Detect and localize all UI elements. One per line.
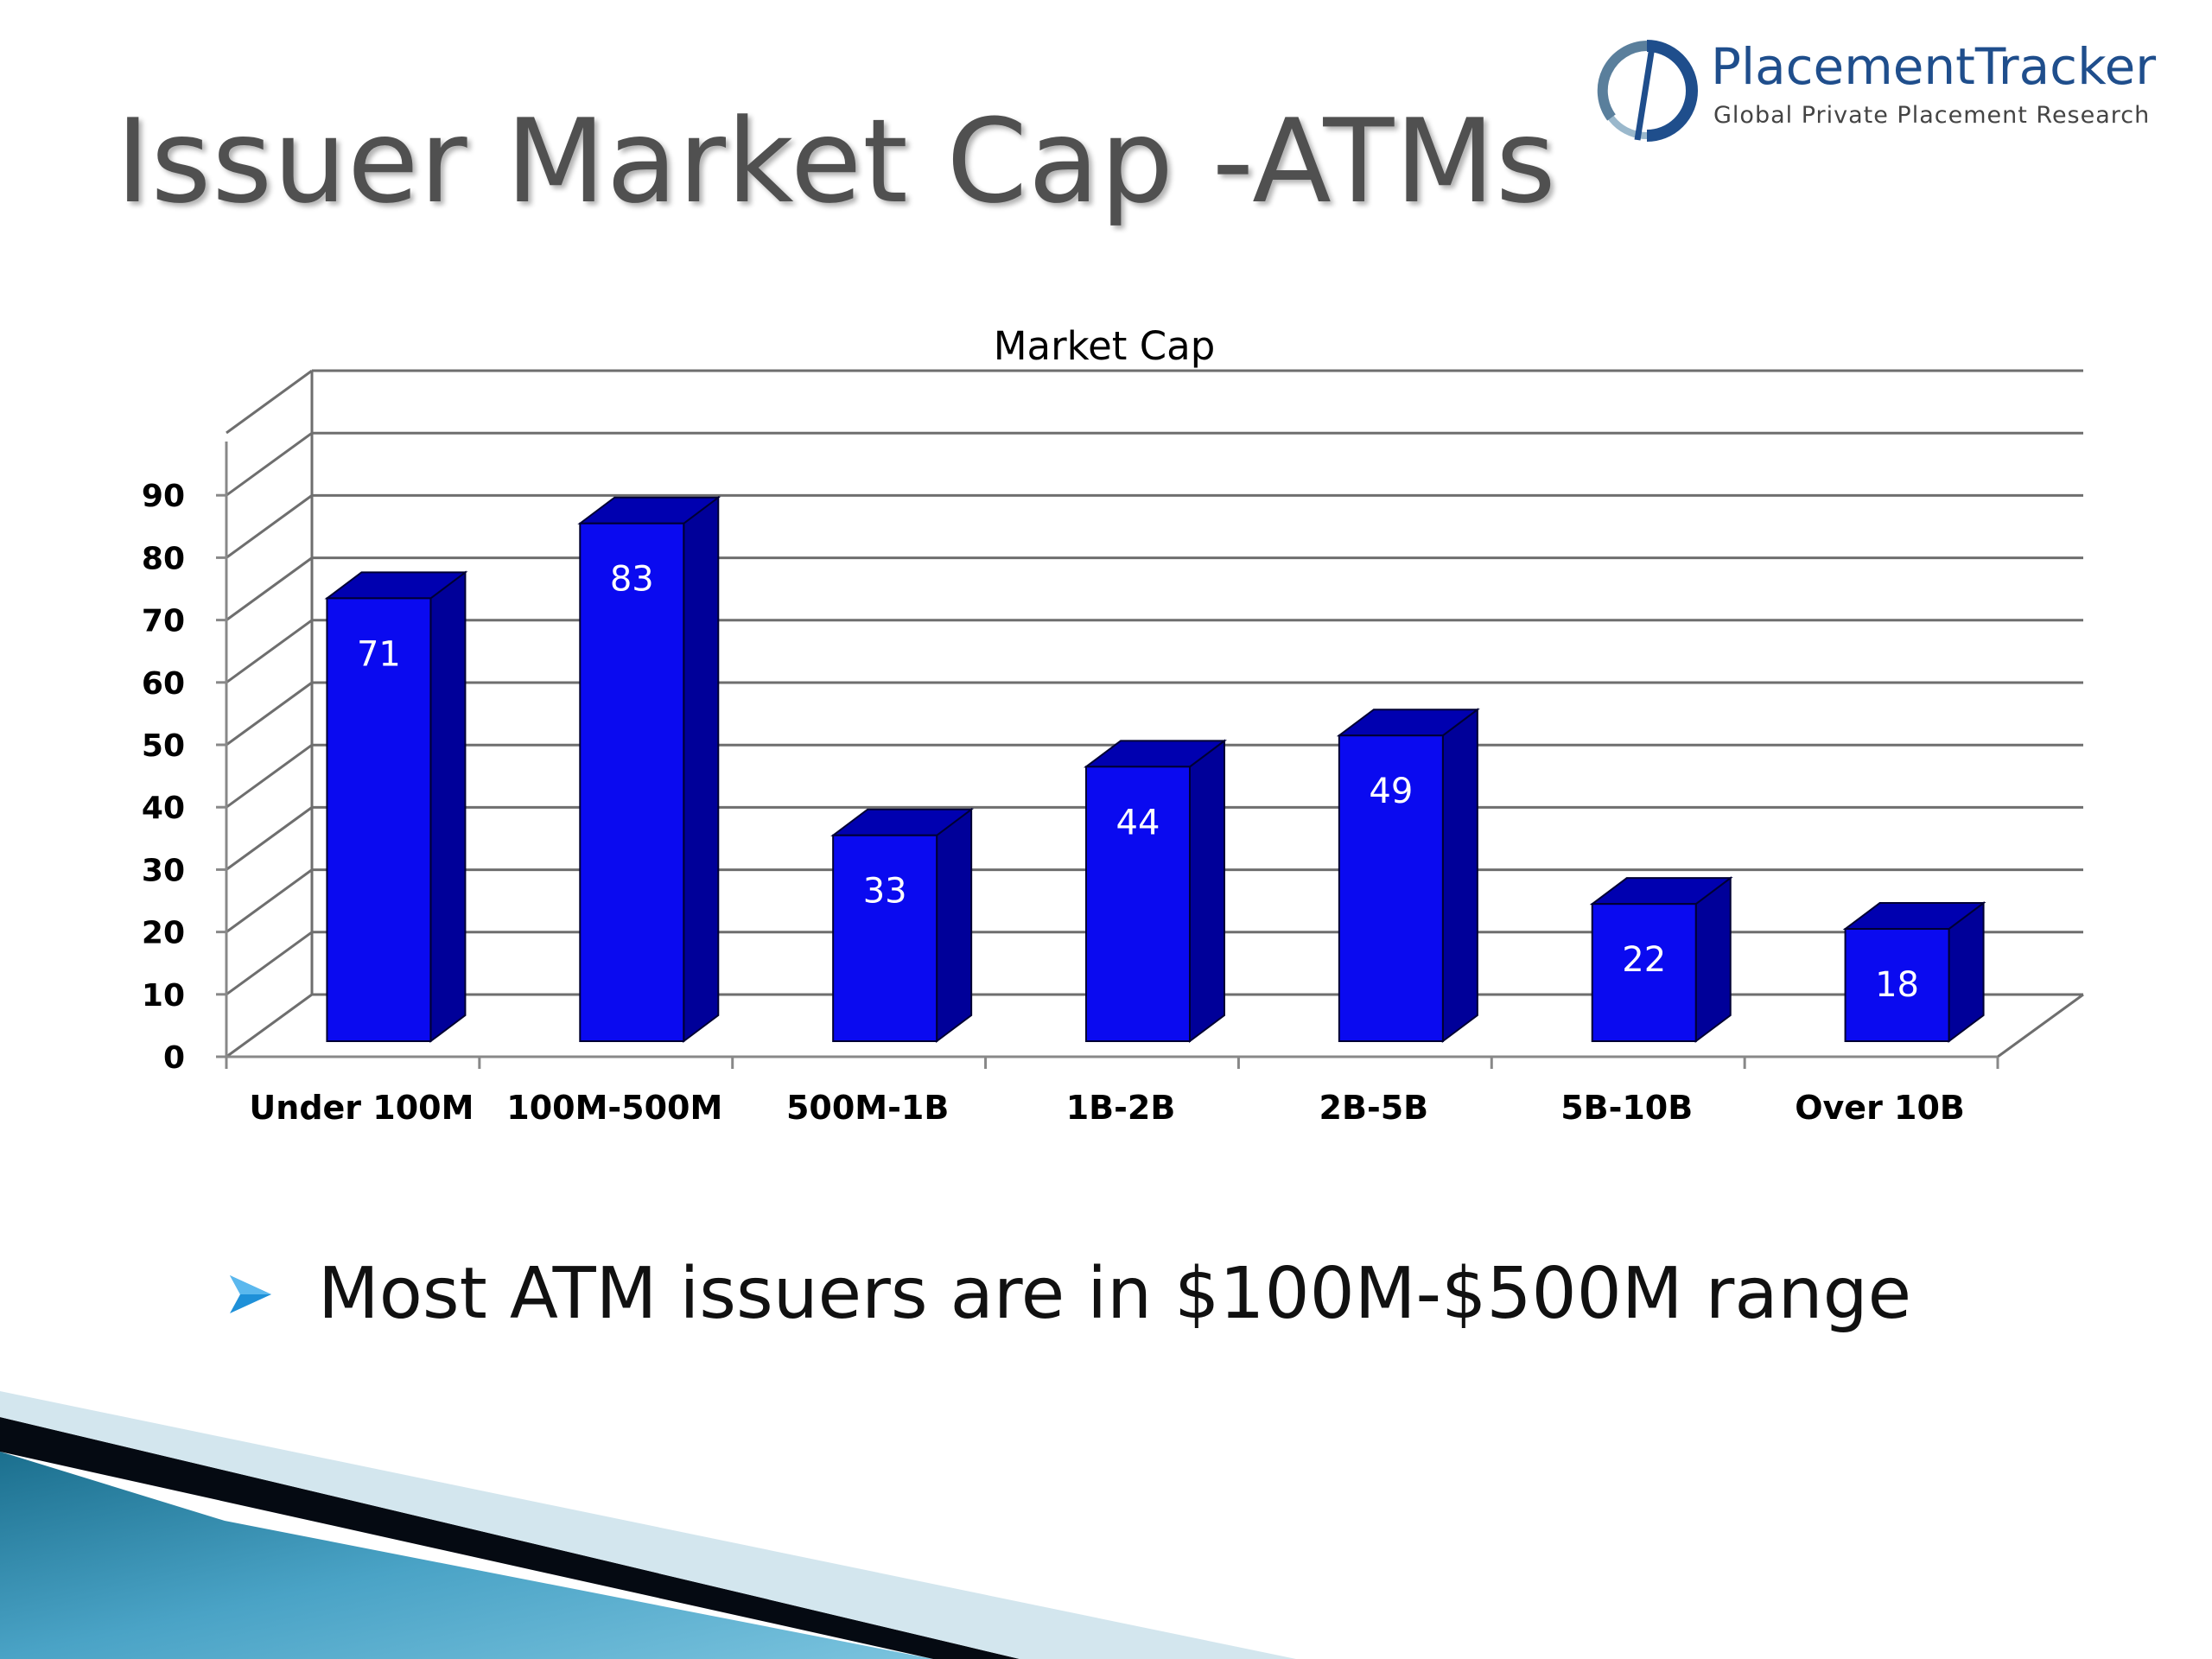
bar-side-face	[1441, 708, 1478, 1043]
arrowhead-bullet-icon	[230, 1275, 271, 1313]
bar-data-label: 44	[1116, 803, 1160, 842]
bar-side-face	[429, 570, 467, 1043]
bullet-text: Most ATM issuers are in $100M-$500M rang…	[318, 1253, 1912, 1335]
bar-front-face	[1085, 766, 1191, 1042]
y-axis-tick-label: 20	[142, 916, 185, 951]
gridline-left-wall	[226, 369, 313, 435]
bar-side-face	[936, 807, 973, 1043]
bar-side-face	[1189, 739, 1225, 1043]
x-axis-tick-label: 100M-500M	[506, 1089, 722, 1127]
bar-front-face	[1338, 734, 1444, 1042]
gridline-left-wall	[226, 681, 313, 747]
bar-side-face	[1694, 876, 1732, 1043]
y-axis-tick-label: 50	[142, 728, 185, 764]
bar-front-face	[1844, 928, 1950, 1043]
company-logo: PlacementTracker Global Private Placemen…	[1594, 35, 2190, 147]
gridline-left-wall	[226, 806, 313, 871]
y-axis-tick-label: 70	[142, 604, 185, 639]
y-axis-tick-label: 40	[142, 791, 185, 826]
placementtracker-logo-icon	[1597, 40, 1698, 142]
y-axis-tick-labels: 0 10 20 30 40 50 60 70 80 90	[142, 479, 185, 1076]
y-axis-tick-label: 30	[142, 853, 185, 888]
chart-axes	[216, 442, 1999, 1069]
chart-title: Market Cap	[994, 323, 1216, 369]
bar-front-face	[1591, 903, 1697, 1043]
bar-data-label: 33	[863, 872, 907, 912]
gridline-left-wall	[226, 619, 313, 684]
bar: 44	[1084, 739, 1227, 1043]
bar-data-label: 22	[1622, 940, 1666, 980]
x-axis-tick-label: Over 10B	[1795, 1089, 1965, 1127]
bar: 71	[324, 570, 468, 1043]
logo-name: PlacementTracker	[1711, 37, 2157, 96]
decorative-footer-swoosh	[0, 1391, 1296, 1659]
x-axis-tick-label: 2B-5B	[1319, 1089, 1429, 1127]
bar-side-face	[683, 495, 720, 1043]
x-axis-tick-label: Under 100M	[249, 1089, 474, 1127]
bar-data-label: 71	[357, 634, 401, 674]
x-axis-tick-label: 5B-10B	[1560, 1089, 1693, 1127]
bar-front-face	[326, 597, 432, 1042]
gridline-left-wall	[226, 993, 313, 1058]
logo-tagline: Global Private Placement Research	[1713, 102, 2151, 129]
bar: 22	[1589, 876, 1733, 1043]
bar: 18	[1842, 901, 1986, 1043]
y-axis-tick-label: 10	[142, 978, 185, 1014]
y-axis-tick-label: 60	[142, 666, 185, 702]
gridline-left-wall	[226, 931, 313, 996]
gridline-left-wall	[226, 556, 313, 621]
bar-data-label: 83	[610, 560, 654, 600]
x-axis-tick-label: 1B-2B	[1066, 1089, 1176, 1127]
bar: 83	[577, 495, 721, 1043]
y-axis-tick-label: 80	[142, 541, 185, 576]
bar-data-label: 49	[1369, 772, 1413, 811]
bullet-item: Most ATM issuers are in $100M-$500M rang…	[226, 1251, 2127, 1338]
y-axis-tick-label: 90	[142, 479, 185, 514]
floor-edge	[1997, 993, 2084, 1058]
x-axis-tick-label: 500M-1B	[786, 1089, 949, 1127]
bar-front-face	[832, 834, 938, 1042]
gridline-left-wall	[226, 431, 313, 497]
x-axis-tick-labels: Under 100M 100M-500M 500M-1B 1B-2B 2B-5B 5B-1…	[249, 1089, 1964, 1127]
gridline-left-wall	[226, 868, 313, 933]
y-axis-tick-label: 0	[163, 1040, 185, 1076]
bar-front-face	[579, 522, 685, 1042]
slide-title: Issuer Market Cap -ATMs	[116, 94, 1557, 229]
bar-data-label: 18	[1875, 965, 1919, 1005]
gridline-left-wall	[226, 494, 313, 559]
bar: 33	[830, 807, 975, 1043]
gridline-left-wall	[226, 743, 313, 809]
bar: 49	[1336, 708, 1480, 1043]
chart-bars: 71 83 33 44 49 22 18	[324, 495, 1986, 1043]
